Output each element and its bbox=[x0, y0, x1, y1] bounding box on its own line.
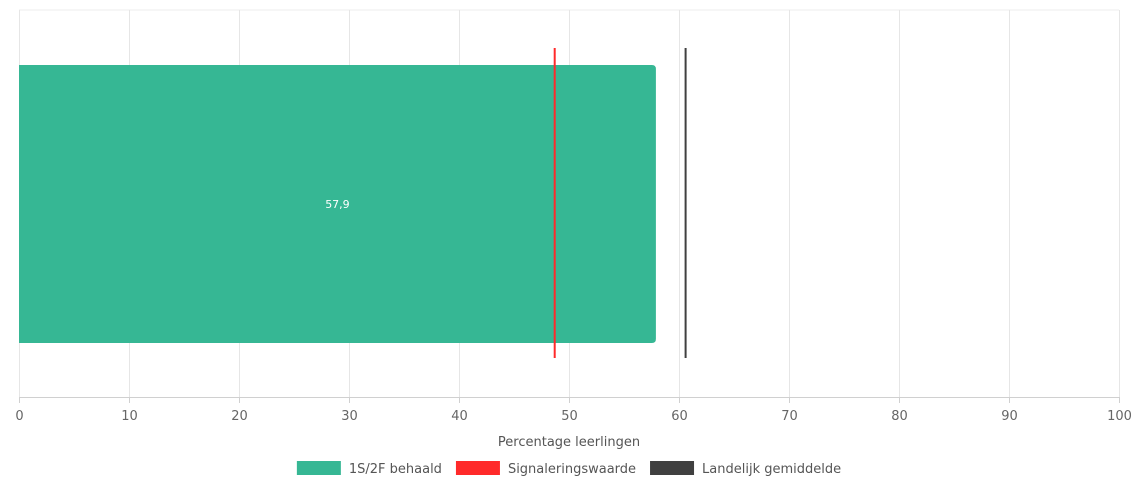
legend-swatch bbox=[296, 461, 341, 475]
bar[interactable] bbox=[19, 65, 656, 343]
x-tick-label: 80 bbox=[891, 409, 908, 424]
legend-label: 1S/2F behaald bbox=[349, 462, 442, 477]
x-axis-title: Percentage leerlingen bbox=[498, 435, 640, 450]
x-axis: 0 10 20 30 40 50 60 70 80 90 100 bbox=[15, 397, 1132, 424]
legend-item[interactable]: 1S/2F behaald bbox=[296, 461, 442, 477]
x-tick-label: 0 bbox=[15, 409, 23, 424]
legend-label: Signaleringswaarde bbox=[508, 462, 636, 477]
reference-lines bbox=[553, 48, 687, 358]
legend: 1S/2F behaald Signaleringswaarde Landelijk… bbox=[296, 461, 841, 477]
x-tick-label: 50 bbox=[561, 409, 578, 424]
x-tick-label: 30 bbox=[341, 409, 358, 424]
legend-label: Landelijk gemiddelde bbox=[702, 462, 841, 477]
legend-swatch bbox=[650, 461, 695, 475]
x-tick-label: 20 bbox=[231, 409, 248, 424]
x-tick-label: 100 bbox=[1107, 409, 1132, 424]
x-tick-label: 70 bbox=[781, 409, 798, 424]
legend-item[interactable]: Signaleringswaarde bbox=[455, 461, 636, 477]
legend-item[interactable]: Landelijk gemiddelde bbox=[650, 461, 841, 477]
legend-swatch bbox=[455, 461, 500, 475]
bar-value-label: 57,9 bbox=[325, 198, 350, 211]
x-tick-label: 90 bbox=[1001, 409, 1018, 424]
x-tick-label: 40 bbox=[451, 409, 468, 424]
x-tick-label: 10 bbox=[121, 409, 138, 424]
x-tick-label: 60 bbox=[671, 409, 688, 424]
bars: 57,9 bbox=[19, 65, 656, 343]
